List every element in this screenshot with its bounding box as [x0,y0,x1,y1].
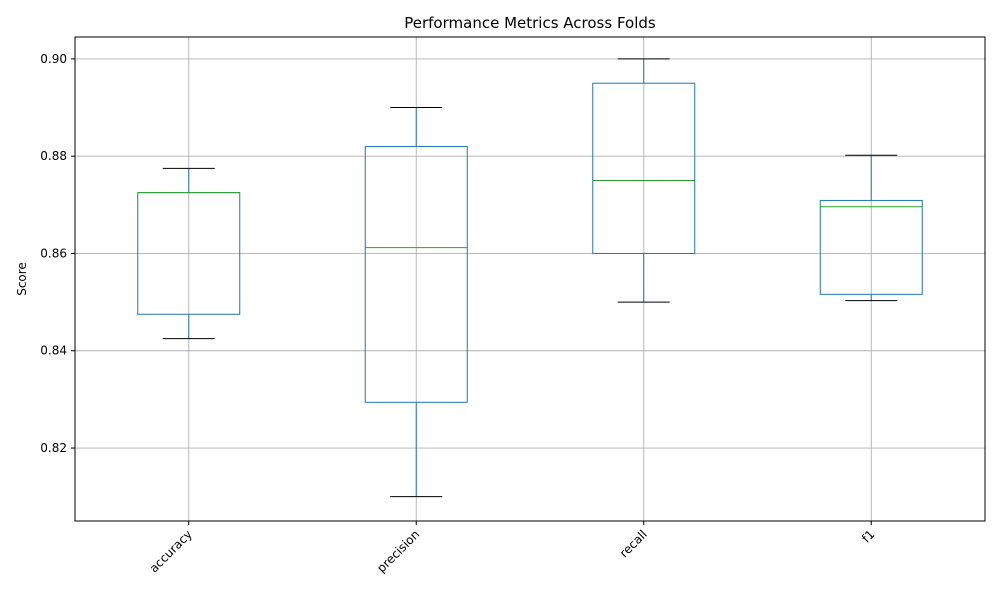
y-tick-label: 0.82 [40,441,67,455]
y-tick-label: 0.84 [40,344,67,358]
iqr-box [364,145,468,403]
x-tick-label-accuracy: accuracy [147,527,195,575]
box-recall [592,58,696,303]
box-precision [364,107,468,498]
y-axis-label: Score [15,262,29,296]
plot-frame [74,36,986,522]
x-tick-label-recall: recall [617,527,650,560]
box-series [137,58,923,498]
x-tick-label-f1: f1 [859,527,877,545]
x-axis-ticks: accuracy precision recall f1 [147,521,877,575]
x-tick-label-precision: precision [374,527,422,575]
iqr-box [819,199,923,295]
grid-lines [75,37,985,521]
iqr-box [592,82,696,254]
chart-title: Performance Metrics Across Folds [404,14,656,32]
y-tick-label: 0.86 [40,246,67,260]
y-axis-ticks: 0.82 0.84 0.86 0.88 0.90 [40,52,75,455]
y-tick-label: 0.90 [40,52,67,66]
box-accuracy [137,167,241,340]
box-f1 [819,154,923,302]
y-tick-label: 0.88 [40,149,67,163]
